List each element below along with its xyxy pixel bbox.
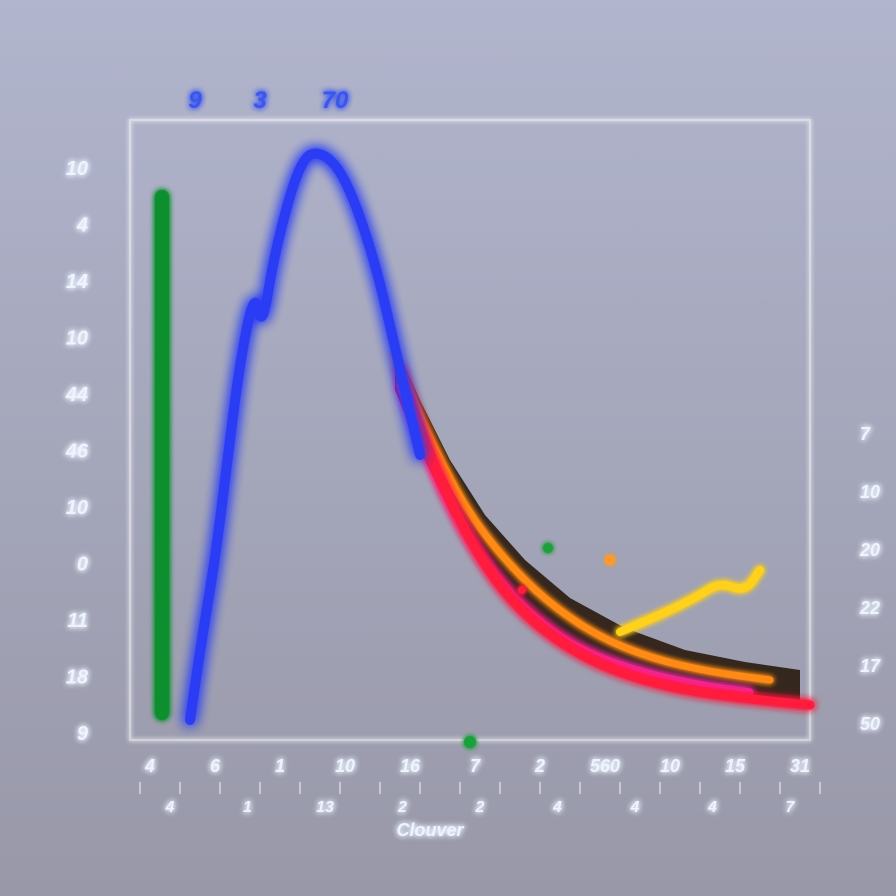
x-label-row1: 31: [790, 756, 810, 776]
y-label-left: 10: [66, 328, 88, 350]
y-label-left: 9: [77, 723, 89, 745]
y-label-right: 10: [860, 482, 880, 502]
chart-background: [0, 0, 896, 896]
x-label-row1: 560: [590, 756, 620, 776]
chart-container: 9370104141044461001118971020221750461101…: [0, 0, 896, 896]
x-label-row1: 2: [534, 756, 545, 776]
x-label-row2: 4: [165, 799, 175, 816]
x-label-row2: 7: [786, 799, 796, 816]
marker-point: [543, 543, 553, 553]
y-label-right: 22: [859, 598, 880, 618]
chart-svg: 9370104141044461001118971020221750461101…: [0, 0, 896, 896]
x-label-row2: 2: [397, 799, 407, 816]
x-label-row1: 10: [660, 756, 680, 776]
x-label-row2: 2: [475, 799, 485, 816]
x-label-row1: 1: [275, 756, 285, 776]
y-label-left: 18: [66, 667, 89, 689]
x-label-row1: 6: [210, 756, 221, 776]
x-label-row2: 4: [707, 799, 717, 816]
x-label-row2: 13: [316, 799, 334, 816]
x-label-row1: 7: [470, 756, 481, 776]
series-green-bar: [155, 190, 169, 720]
top-label: 3: [253, 87, 267, 114]
top-label: 70: [322, 87, 349, 114]
x-label-row1: 10: [335, 756, 355, 776]
y-label-right: 7: [860, 424, 871, 444]
x-label-row2: 1: [243, 799, 252, 816]
marker-point: [605, 555, 615, 565]
marker-point: [464, 736, 476, 748]
x-label-row1: 16: [400, 756, 421, 776]
x-axis-label: Clouver: [396, 820, 464, 840]
y-label-right: 20: [859, 540, 880, 560]
marker-point: [518, 586, 526, 594]
y-label-left: 10: [66, 497, 88, 519]
y-label-left: 0: [77, 554, 88, 576]
y-label-right: 50: [860, 714, 880, 734]
x-label-row1: 4: [144, 756, 155, 776]
x-label-row1: 15: [725, 756, 746, 776]
y-label-left: 10: [66, 158, 88, 180]
y-label-left: 14: [66, 271, 88, 293]
y-label-right: 17: [860, 656, 881, 676]
y-label-left: 46: [65, 441, 89, 463]
y-label-left: 44: [65, 384, 88, 406]
x-label-row2: 4: [552, 799, 562, 816]
y-label-left: 11: [67, 610, 88, 632]
x-label-row2: 4: [630, 799, 640, 816]
y-label-left: 4: [76, 215, 88, 237]
top-label: 9: [188, 87, 202, 114]
